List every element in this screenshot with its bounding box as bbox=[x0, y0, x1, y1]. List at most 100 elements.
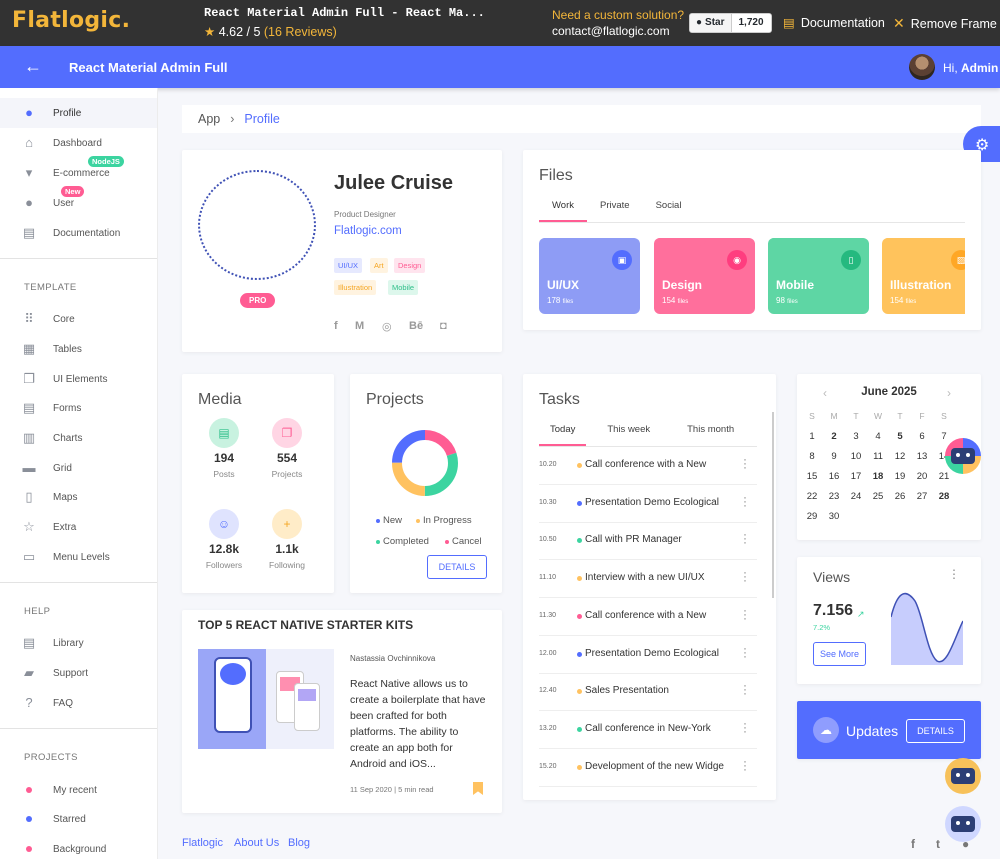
sidebar-item-forms[interactable]: ▤ Forms bbox=[22, 400, 82, 415]
sidebar-item-faq[interactable]: ? FAQ bbox=[0, 688, 157, 718]
article-title[interactable]: TOP 5 REACT NATIVE STARTER KITS bbox=[198, 618, 414, 632]
footer-link-about-us[interactable]: About Us bbox=[234, 837, 280, 849]
task-row[interactable]: 11.30 Call conference with a New · · · bbox=[539, 598, 757, 636]
documentation-link[interactable]: ▤ Documentation bbox=[783, 15, 885, 31]
more-vert-icon[interactable]: · · · bbox=[743, 753, 747, 776]
contact-email[interactable]: contact@flatlogic.com bbox=[552, 24, 670, 38]
github-icon[interactable]: ● bbox=[962, 837, 970, 851]
sidebar-item-library[interactable]: ▤ Library bbox=[22, 635, 84, 650]
calendar-day[interactable]: 15 bbox=[806, 471, 818, 482]
arrow-back-icon[interactable]: ← bbox=[24, 56, 42, 76]
sidebar-item-starred[interactable]: Starred bbox=[0, 804, 157, 834]
task-row[interactable]: 10.20 Call conference with a New · · · bbox=[539, 447, 757, 485]
calendar-day[interactable]: 21 bbox=[938, 471, 950, 482]
calendar-day[interactable]: 8 bbox=[809, 451, 815, 462]
instagram-icon[interactable]: ◘ bbox=[440, 320, 447, 332]
task-row[interactable]: 10.50 Call with PR Manager · · · bbox=[539, 522, 757, 561]
more-vert-icon[interactable]: · · · bbox=[743, 565, 747, 588]
calendar-day[interactable]: 6 bbox=[919, 431, 925, 442]
dribbble-icon[interactable]: ◎ bbox=[382, 321, 392, 333]
sidebar-item-profile[interactable]: ● Profile bbox=[0, 98, 157, 128]
calendar-day[interactable]: 11 bbox=[873, 451, 883, 462]
more-vert-icon[interactable]: · · · bbox=[743, 640, 747, 663]
folder-illustration[interactable]: ▨ Illustration 154 files bbox=[882, 238, 965, 314]
more-vert-icon[interactable]: · · · bbox=[743, 678, 747, 701]
sidebar-item-core[interactable]: ⠿ Core bbox=[0, 304, 157, 334]
tab-work[interactable]: Work bbox=[539, 200, 587, 222]
calendar-day[interactable]: 26 bbox=[894, 491, 906, 502]
facebook-icon[interactable]: f bbox=[334, 320, 338, 332]
robot-chat-icon[interactable] bbox=[945, 758, 981, 794]
sidebar-item-documentation[interactable]: ▤ Documentation bbox=[22, 225, 121, 240]
user-greeting[interactable]: Hi, Admin bbox=[943, 61, 999, 75]
calendar-day[interactable]: 1 bbox=[809, 431, 815, 442]
calendar-day[interactable]: 29 bbox=[806, 511, 818, 522]
tag-design[interactable]: Design bbox=[394, 258, 426, 273]
profile-link[interactable]: Flatlogic.com bbox=[334, 225, 402, 237]
tag-uiux[interactable]: UI/UX bbox=[334, 258, 363, 273]
tab-social[interactable]: Social bbox=[655, 200, 682, 211]
twitter-icon[interactable]: t bbox=[936, 837, 940, 851]
task-row[interactable]: 15.20 Development of the new Widge · · · bbox=[539, 749, 757, 787]
sidebar-item-background[interactable]: Background bbox=[0, 834, 157, 859]
chevron-right-icon[interactable]: › bbox=[947, 386, 951, 400]
more-vert-icon[interactable]: · · · bbox=[743, 602, 747, 625]
sidebar-item-grid[interactable]: ▬ Grid bbox=[22, 460, 72, 475]
sidebar-item-support[interactable]: ▰ Support bbox=[24, 665, 89, 680]
calendar-day[interactable]: 9 bbox=[831, 451, 837, 462]
task-row[interactable]: 13.20 Call conference in New-York · · · bbox=[539, 711, 757, 749]
sidebar-item-maps[interactable]: ▯ Maps bbox=[0, 482, 157, 512]
tag-illustration[interactable]: Illustration bbox=[334, 280, 377, 295]
calendar-day[interactable]: 28 bbox=[938, 491, 950, 502]
more-vert-icon[interactable]: · · · bbox=[743, 489, 747, 512]
tasks-scrollbar[interactable] bbox=[772, 412, 774, 598]
calendar-day[interactable]: 4 bbox=[875, 431, 881, 442]
chevron-left-icon[interactable]: ‹ bbox=[823, 386, 827, 400]
remove-frame-link[interactable]: ✕ Remove Frame bbox=[893, 15, 997, 31]
article-image[interactable] bbox=[198, 649, 334, 749]
task-row[interactable]: 10.30 Presentation Demo Ecological · · · bbox=[539, 485, 757, 523]
calendar-day[interactable]: 22 bbox=[806, 491, 818, 502]
calendar-day[interactable]: 17 bbox=[850, 471, 862, 482]
bookmark-icon[interactable] bbox=[473, 782, 483, 795]
footer-link-flatlogic[interactable]: Flatlogic bbox=[182, 837, 223, 849]
folder-uiux[interactable]: ▣ UI/UX 178 files bbox=[539, 238, 640, 314]
calendar-day[interactable]: 20 bbox=[916, 471, 928, 482]
projects-details-button[interactable]: DETAILS bbox=[427, 555, 487, 579]
sidebar-item-extra[interactable]: ☆ Extra bbox=[23, 519, 77, 534]
sidebar-item-tables[interactable]: ▦ Tables bbox=[22, 341, 82, 356]
tab-today[interactable]: Today bbox=[539, 424, 587, 446]
github-star-button[interactable]: ● Star 1,720 bbox=[689, 13, 772, 33]
sidebar-item-ui-elements[interactable]: ❐ UI Elements bbox=[23, 371, 108, 386]
robot-chat-icon[interactable] bbox=[945, 806, 981, 842]
task-row[interactable]: 11.10 Interview with a new UI/UX · · · bbox=[539, 560, 757, 599]
calendar-day[interactable]: 14 bbox=[938, 451, 950, 462]
more-vert-icon[interactable]: · · · bbox=[743, 715, 747, 738]
sidebar-item-user[interactable]: ● User New bbox=[0, 186, 157, 218]
breadcrumb-app[interactable]: App bbox=[198, 112, 221, 126]
reviews-link[interactable]: (16 Reviews) bbox=[263, 25, 337, 39]
flatlogic-logo[interactable]: Flatlogic. bbox=[12, 8, 131, 33]
calendar-day[interactable]: 5 bbox=[897, 431, 903, 442]
updates-details-button[interactable]: DETAILS bbox=[906, 719, 965, 743]
tag-mobile[interactable]: Mobile bbox=[388, 280, 419, 295]
calendar-day[interactable]: 3 bbox=[853, 431, 859, 442]
calendar-day[interactable]: 10 bbox=[850, 451, 862, 462]
more-vert-icon[interactable]: · · · bbox=[743, 452, 747, 474]
medium-icon[interactable]: M bbox=[355, 320, 365, 332]
calendar-day[interactable]: 24 bbox=[850, 491, 862, 502]
calendar-day[interactable]: 25 bbox=[872, 491, 884, 502]
more-vert-icon[interactable]: ⋮ bbox=[948, 567, 960, 581]
task-row[interactable]: 12.00 Presentation Demo Ecological · · · bbox=[539, 636, 757, 674]
calendar-day[interactable]: 13 bbox=[916, 451, 928, 462]
behance-icon[interactable]: Bē bbox=[409, 320, 424, 332]
product-title[interactable]: React Material Admin Full - React Ma... bbox=[204, 6, 485, 20]
more-vert-icon[interactable]: · · · bbox=[743, 527, 747, 550]
sidebar-item-charts[interactable]: ▥ Charts bbox=[22, 430, 83, 445]
robot-chat-icon[interactable] bbox=[945, 438, 981, 474]
calendar-day[interactable]: 19 bbox=[894, 471, 906, 482]
calendar-day[interactable]: 7 bbox=[941, 431, 947, 442]
calendar-day[interactable]: 27 bbox=[916, 491, 928, 502]
avatar[interactable] bbox=[909, 54, 935, 80]
calendar-day[interactable]: 18 bbox=[872, 471, 884, 482]
